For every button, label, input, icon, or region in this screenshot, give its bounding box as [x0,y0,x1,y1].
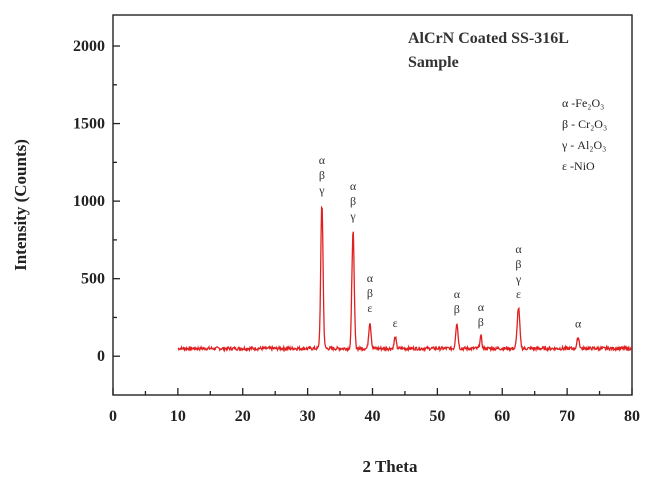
x-axis-title: 2 Theta [363,457,418,476]
y-tick-label: 1000 [73,193,105,210]
x-tick-label: 50 [429,408,445,425]
peak-label: β [515,257,521,271]
plot-frame [112,14,633,396]
peak-label: α [350,179,357,193]
legend-entry: β - Cr₂O₃ [562,117,607,131]
xrd-pattern-line [177,205,633,353]
x-tick-label: 30 [300,408,316,425]
peak-label: α [575,317,582,331]
y-tick-label: 1500 [73,116,105,133]
y-axis-ticks: 0 500 1000 1500 2000 [73,38,120,365]
peak-label: ε [367,301,372,315]
peak-label: α [515,242,522,256]
legend: α -Fe₂O₃ β - Cr₂O₃ γ - Al₂O₃ ε -NiO [561,96,607,173]
legend-entry: α -Fe₂O₃ [562,96,604,110]
legend-entry: ε -NiO [562,159,595,173]
peak-label: γ [515,272,522,286]
peak-label: γ [349,209,356,223]
peak-label: α [319,153,326,167]
x-axis-ticks: 0 10 20 30 40 50 60 70 80 [109,388,640,425]
x-tick-label: 0 [109,408,117,425]
x-tick-label: 80 [624,408,640,425]
x-tick-label: 60 [494,408,510,425]
y-axis-title: Intensity (Counts) [11,139,30,271]
chart-title-line-2: Sample [408,54,459,71]
y-tick-label: 500 [81,271,105,288]
peak-label: γ [318,183,325,197]
peak-label: α [454,287,461,301]
legend-entry: γ - Al₂O₃ [561,138,606,152]
peak-label: β [350,194,356,208]
x-tick-label: 40 [365,408,381,425]
y-tick-label: 2000 [73,38,105,55]
peak-label: ε [516,287,521,301]
peak-label: α [367,271,374,285]
y-tick-label: 0 [97,348,105,365]
peak-label: ε [393,316,398,330]
peak-label: β [454,302,460,316]
x-tick-label: 10 [170,408,186,425]
x-tick-label: 70 [559,408,575,425]
peak-label: α [478,300,485,314]
peak-label: β [367,286,373,300]
peak-label: β [319,168,325,182]
chart-title-line-1: AlCrN Coated SS-316L [408,30,569,47]
peak-label: β [478,315,484,329]
x-tick-label: 20 [235,408,251,425]
